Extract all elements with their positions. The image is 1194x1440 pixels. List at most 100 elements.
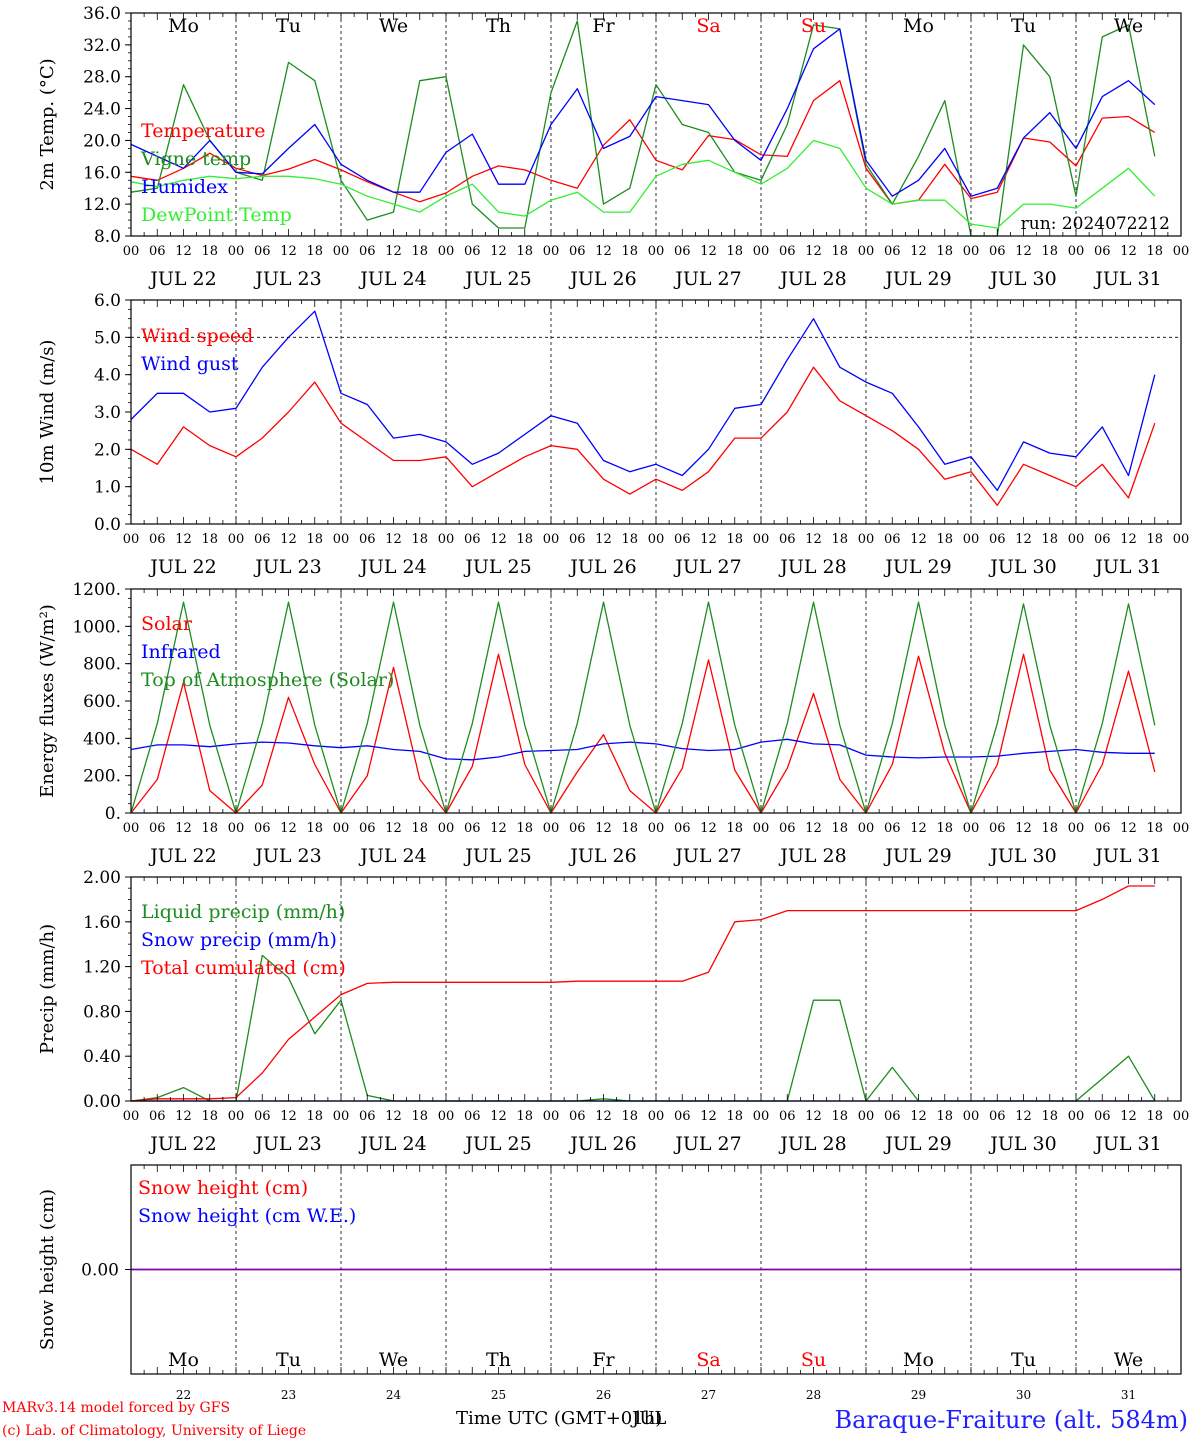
x-hour-label: 06 xyxy=(1094,821,1111,836)
weekday-label: Mo xyxy=(903,1349,934,1371)
y-tick-label: 600. xyxy=(83,692,121,712)
x-hour-label: 06 xyxy=(674,1109,691,1124)
x-hour-label: 18 xyxy=(516,821,533,836)
y-tick-label: 8.0 xyxy=(94,227,121,247)
x-date-label: JUL 25 xyxy=(463,268,531,290)
x-hour-label: 00 xyxy=(333,532,350,547)
x-hour-label: 18 xyxy=(306,244,323,259)
x-hour-label: 12 xyxy=(1015,821,1032,836)
chart-panel-4: 0.00 0.40 0.80 1.20 1.60 2.00 Precip (mm/h) Liq… xyxy=(37,868,1189,1155)
x-hour-label: 06 xyxy=(989,532,1006,547)
x-date-label: JUL 24 xyxy=(358,1133,426,1155)
legend-entry: Vigne temp xyxy=(140,148,251,170)
x-hour-label: 12 xyxy=(1120,1109,1137,1124)
x-date-label: JUL 26 xyxy=(568,845,636,867)
x-hour-label: 12 xyxy=(700,1109,717,1124)
x-hour-label: 18 xyxy=(936,532,953,547)
x-hour-label: 18 xyxy=(1146,821,1163,836)
x-hour-label: 18 xyxy=(936,244,953,259)
y-tick-label: 800. xyxy=(83,655,121,675)
x-hour-label: 18 xyxy=(411,532,428,547)
x-hour-label: 00 xyxy=(963,821,980,836)
x-hour-label: 12 xyxy=(805,532,822,547)
x-hour-label: 18 xyxy=(516,1109,533,1124)
x-hour-label: 12 xyxy=(280,1109,297,1124)
x-hour-label: 00 xyxy=(753,244,770,259)
y-tick-label: 0.40 xyxy=(83,1047,121,1067)
x-hour-label: 18 xyxy=(1146,532,1163,547)
footer-model-credit: MARv3.14 model forced by GFS xyxy=(2,1400,230,1416)
weekday-label: Th xyxy=(486,1349,511,1371)
x-hour-label: 12 xyxy=(175,532,192,547)
x-hour-label: 18 xyxy=(1041,821,1058,836)
x-date-label: JUL 24 xyxy=(358,556,426,578)
x-hour-label: 18 xyxy=(621,821,638,836)
y-tick-label: 1200. xyxy=(72,580,121,600)
x-hour-label: 00 xyxy=(963,532,980,547)
x-hour-label: 06 xyxy=(254,1109,271,1124)
x-hour-label: 00 xyxy=(858,532,875,547)
y-axis-title: 2m Temp. (°C) xyxy=(37,58,58,190)
series-line-2 xyxy=(130,310,1156,492)
weekday-label: Tu xyxy=(276,1349,301,1371)
legend-entry: Snow precip (mm/h) xyxy=(141,929,337,951)
x-hour-label: 18 xyxy=(411,244,428,259)
x-hour-label: 18 xyxy=(201,532,218,547)
weekday-label: Su xyxy=(801,1349,826,1371)
x-hour-label: 18 xyxy=(516,532,533,547)
x-hour-label: 00 xyxy=(123,1109,140,1124)
x-date-label: JUL 26 xyxy=(568,268,636,290)
x-hour-label: 06 xyxy=(254,821,271,836)
y-axis-title: Precip (mm/h) xyxy=(37,924,58,1054)
y-axis-title: Energy fluxes (W/m²) xyxy=(37,604,58,798)
x-hour-label: 06 xyxy=(884,1109,901,1124)
legend-entry: Humidex xyxy=(141,176,228,198)
x-hour-label: 00 xyxy=(753,1109,770,1124)
day-number-label: 30 xyxy=(1016,1388,1031,1402)
x-hour-label: 00 xyxy=(123,244,140,259)
weekday-label: Tu xyxy=(1011,15,1036,37)
y-tick-label: 36.0 xyxy=(83,4,121,24)
y-axis-title: Snow height (cm) xyxy=(37,1189,58,1350)
x-date-label: JUL 30 xyxy=(988,1133,1056,1155)
day-number-label: 27 xyxy=(701,1388,716,1402)
footer-lab-credit: (c) Lab. of Climatology, University of L… xyxy=(2,1423,306,1439)
y-tick-label: 16.0 xyxy=(83,163,121,183)
x-hour-label: 00 xyxy=(228,821,245,836)
y-tick-label: 0.80 xyxy=(83,1002,121,1022)
x-date-label: JUL 27 xyxy=(673,268,741,290)
x-date-label: JUL 23 xyxy=(253,268,321,290)
x-date-label: JUL 28 xyxy=(778,845,846,867)
y-tick-label: 1.0 xyxy=(94,478,121,498)
x-date-label: JUL 22 xyxy=(148,556,216,578)
x-hour-label: 06 xyxy=(1094,1109,1111,1124)
y-tick-label: 24.0 xyxy=(83,100,121,120)
x-hour-label: 00 xyxy=(123,532,140,547)
y-tick-label: 12.0 xyxy=(83,195,121,215)
x-hour-label: 12 xyxy=(700,821,717,836)
x-hour-label: 18 xyxy=(831,821,848,836)
x-hour-label: 00 xyxy=(963,244,980,259)
x-hour-label: 06 xyxy=(989,244,1006,259)
x-hour-label: 06 xyxy=(884,821,901,836)
x-hour-label: 12 xyxy=(805,821,822,836)
y-tick-label: 32.0 xyxy=(83,36,121,56)
x-date-label: JUL 25 xyxy=(463,556,531,578)
x-hour-label: 00 xyxy=(333,1109,350,1124)
x-hour-label: 12 xyxy=(910,532,927,547)
weekday-label: Fr xyxy=(592,1349,615,1371)
x-hour-label: 18 xyxy=(1041,1109,1058,1124)
x-hour-label: 00 xyxy=(438,821,455,836)
x-hour-label: 18 xyxy=(726,821,743,836)
x-hour-label: 12 xyxy=(280,244,297,259)
y-tick-label: 0.00 xyxy=(83,1092,121,1112)
x-hour-label: 18 xyxy=(621,244,638,259)
x-date-label: JUL 25 xyxy=(463,1133,531,1155)
x-hour-label: 18 xyxy=(621,1109,638,1124)
legend-entry: Infrared xyxy=(141,641,221,663)
x-hour-label: 00 xyxy=(753,532,770,547)
meteogram-panels: 8.0 12.0 16.0 20.0 24.0 28.0 32.0 36.0 2m Temp. … xyxy=(37,4,1189,1402)
weekday-label: We xyxy=(1114,1349,1143,1371)
x-hour-label: 06 xyxy=(569,821,586,836)
x-hour-label: 06 xyxy=(674,244,691,259)
